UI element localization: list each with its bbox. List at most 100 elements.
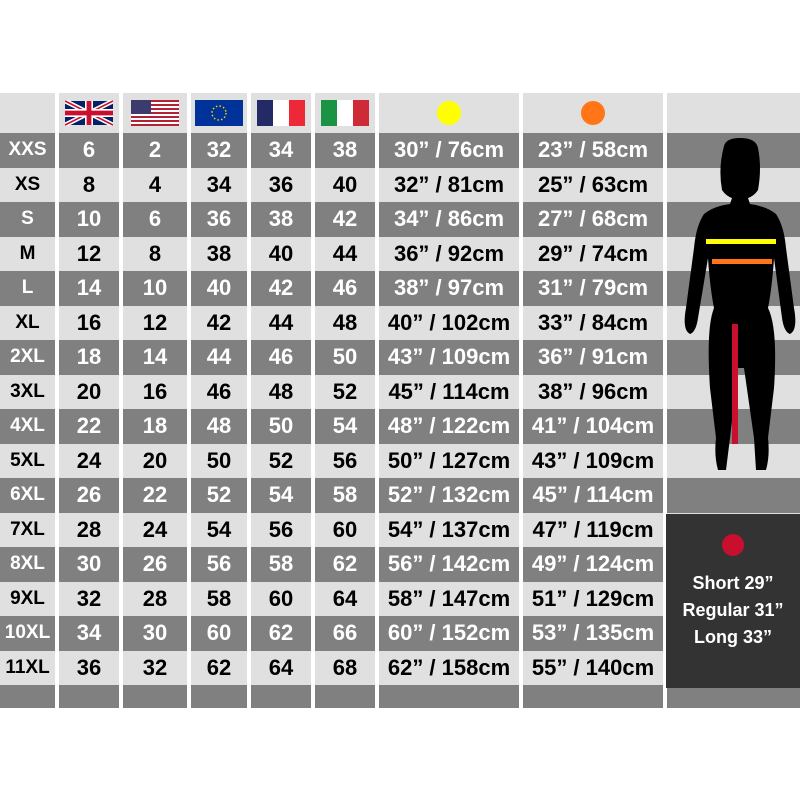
eu-cell: 44 <box>191 340 247 375</box>
table-row: 7XL 28 24 54 56 60 54” / 137cm 47” / 119cm <box>0 512 800 547</box>
fr-cell: 52 <box>251 443 311 478</box>
italy-flag-icon <box>315 93 375 133</box>
table-row: 6XL 26 22 52 54 58 52” / 132cm 45” / 114cm <box>0 478 800 513</box>
eu-cell: 58 <box>191 581 247 616</box>
figure-header <box>667 93 800 133</box>
fr-cell: 50 <box>251 409 311 444</box>
red-dot-icon <box>722 534 744 556</box>
footer-row <box>0 685 800 708</box>
eu-cell: 56 <box>191 547 247 582</box>
hip-cell: 23” / 58cm <box>523 133 663 168</box>
hip-cell: 25” / 63cm <box>523 167 663 202</box>
size-cell: L <box>0 271 55 306</box>
waist-header <box>379 93 519 133</box>
size-cell: 6XL <box>0 478 55 513</box>
fr-cell: 42 <box>251 271 311 306</box>
france-flag-icon <box>251 93 311 133</box>
uk-cell: 10 <box>59 202 119 237</box>
table-row: 5XL 24 20 50 52 56 50” / 127cm 43” / 109cm <box>0 443 800 478</box>
table-row: 9XL 32 28 58 60 64 58” / 147cm 51” / 129cm <box>0 581 800 616</box>
it-cell: 60 <box>315 512 375 547</box>
size-cell: 11XL <box>0 650 55 685</box>
waist-cell: 62” / 158cm <box>379 650 519 685</box>
waist-cell: 45” / 114cm <box>379 374 519 409</box>
waist-cell: 54” / 137cm <box>379 512 519 547</box>
table-row: 3XL 20 16 46 48 52 45” / 114cm 38” / 96cm <box>0 374 800 409</box>
fr-cell: 56 <box>251 512 311 547</box>
us-cell: 8 <box>123 236 187 271</box>
hip-cell: 29” / 74cm <box>523 236 663 271</box>
uk-cell: 14 <box>59 271 119 306</box>
hip-cell: 55” / 140cm <box>523 650 663 685</box>
eu-cell: 62 <box>191 650 247 685</box>
eu-cell: 52 <box>191 478 247 513</box>
figure-cell <box>667 443 800 478</box>
hip-cell: 27” / 68cm <box>523 202 663 237</box>
table-row: L 14 10 40 42 46 38” / 97cm 31” / 79cm <box>0 271 800 306</box>
eu-cell: 34 <box>191 167 247 202</box>
waist-cell: 58” / 147cm <box>379 581 519 616</box>
waist-cell: 36” / 92cm <box>379 236 519 271</box>
table-row: 2XL 18 14 44 46 50 43” / 109cm 36” / 91cm <box>0 340 800 375</box>
eu-cell: 36 <box>191 202 247 237</box>
it-cell: 62 <box>315 547 375 582</box>
uk-cell: 26 <box>59 478 119 513</box>
hip-cell: 47” / 119cm <box>523 512 663 547</box>
us-cell: 12 <box>123 305 187 340</box>
inseam-panel: Short 29” Regular 31” Long 33” <box>666 514 800 688</box>
hip-cell: 41” / 104cm <box>523 409 663 444</box>
uk-cell: 12 <box>59 236 119 271</box>
fr-cell: 54 <box>251 478 311 513</box>
us-cell: 24 <box>123 512 187 547</box>
eu-cell: 46 <box>191 374 247 409</box>
size-cell: 7XL <box>0 512 55 547</box>
hip-cell: 53” / 135cm <box>523 616 663 651</box>
it-cell: 50 <box>315 340 375 375</box>
it-cell: 64 <box>315 581 375 616</box>
us-flag-icon <box>123 93 187 133</box>
inseam-short: Short 29” <box>692 573 774 593</box>
size-cell: 9XL <box>0 581 55 616</box>
eu-cell: 48 <box>191 409 247 444</box>
hip-cell: 36” / 91cm <box>523 340 663 375</box>
uk-cell: 18 <box>59 340 119 375</box>
size-cell: 2XL <box>0 340 55 375</box>
hip-cell: 51” / 129cm <box>523 581 663 616</box>
eu-cell: 60 <box>191 616 247 651</box>
waist-cell: 34” / 86cm <box>379 202 519 237</box>
it-cell: 56 <box>315 443 375 478</box>
figure-cell <box>667 478 800 513</box>
us-cell: 32 <box>123 650 187 685</box>
size-cell: 3XL <box>0 374 55 409</box>
uk-cell: 36 <box>59 650 119 685</box>
us-cell: 2 <box>123 133 187 168</box>
eu-cell: 42 <box>191 305 247 340</box>
size-cell: 4XL <box>0 409 55 444</box>
fr-cell: 38 <box>251 202 311 237</box>
waist-cell: 52” / 132cm <box>379 478 519 513</box>
uk-flag-icon <box>59 93 119 133</box>
eu-cell: 54 <box>191 512 247 547</box>
us-cell: 26 <box>123 547 187 582</box>
us-cell: 20 <box>123 443 187 478</box>
waist-cell: 40” / 102cm <box>379 305 519 340</box>
woman-silhouette-icon <box>684 138 796 470</box>
eu-cell: 32 <box>191 133 247 168</box>
it-cell: 68 <box>315 650 375 685</box>
header-row <box>0 93 800 133</box>
it-cell: 40 <box>315 167 375 202</box>
waist-cell: 32” / 81cm <box>379 167 519 202</box>
eu-cell: 40 <box>191 271 247 306</box>
us-cell: 6 <box>123 202 187 237</box>
waist-cell: 30” / 76cm <box>379 133 519 168</box>
eu-flag-icon <box>191 93 247 133</box>
it-cell: 52 <box>315 374 375 409</box>
us-cell: 22 <box>123 478 187 513</box>
it-cell: 66 <box>315 616 375 651</box>
uk-cell: 24 <box>59 443 119 478</box>
us-cell: 14 <box>123 340 187 375</box>
waist-cell: 43” / 109cm <box>379 340 519 375</box>
us-cell: 18 <box>123 409 187 444</box>
uk-cell: 8 <box>59 167 119 202</box>
it-cell: 58 <box>315 478 375 513</box>
